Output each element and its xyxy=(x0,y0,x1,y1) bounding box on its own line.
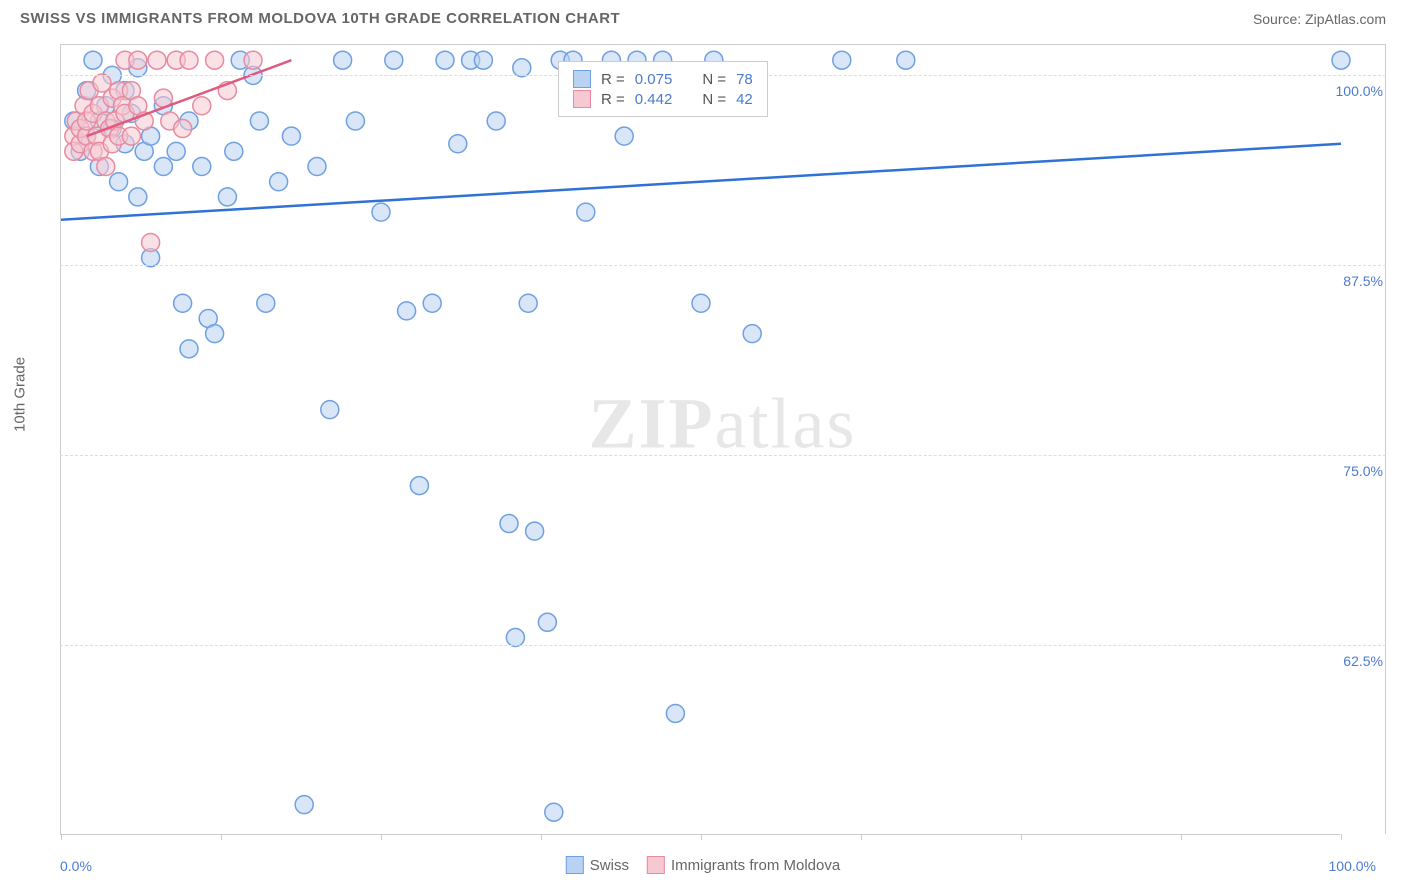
legend-swatch-swiss xyxy=(573,70,591,88)
x-tick xyxy=(1341,834,1342,840)
scatter-point xyxy=(897,51,915,69)
y-tick-label: 62.5% xyxy=(1343,653,1383,669)
y-axis-title: 10th Grade xyxy=(12,357,29,432)
scatter-point xyxy=(129,188,147,206)
chart-container: R = 0.075 N = 78 R = 0.442 N = 42 ZIPatl… xyxy=(60,44,1386,834)
x-tick xyxy=(1021,834,1022,840)
scatter-point xyxy=(513,59,531,77)
source-label: Source: ZipAtlas.com xyxy=(1253,11,1386,27)
x-tick xyxy=(61,834,62,840)
y-tick-label: 87.5% xyxy=(1343,273,1383,289)
scatter-point xyxy=(372,203,390,221)
scatter-point xyxy=(148,51,166,69)
grid-line xyxy=(60,455,1386,456)
scatter-point xyxy=(218,188,236,206)
scatter-point xyxy=(174,120,192,138)
scatter-point xyxy=(398,302,416,320)
x-axis-max-label: 100.0% xyxy=(1329,858,1376,874)
chart-title: SWISS VS IMMIGRANTS FROM MOLDOVA 10TH GR… xyxy=(20,10,620,27)
scatter-point xyxy=(142,234,160,252)
scatter-point xyxy=(193,158,211,176)
y-tick-label: 75.0% xyxy=(1343,463,1383,479)
legend-item-swiss: Swiss xyxy=(566,856,629,874)
scatter-point xyxy=(174,294,192,312)
scatter-point xyxy=(295,796,313,814)
x-tick xyxy=(701,834,702,840)
scatter-point xyxy=(423,294,441,312)
legend-bottom-label-swiss: Swiss xyxy=(590,857,629,874)
scatter-point xyxy=(449,135,467,153)
scatter-point xyxy=(282,127,300,145)
scatter-point xyxy=(385,51,403,69)
scatter-point xyxy=(545,803,563,821)
r-value-swiss: 0.075 xyxy=(635,71,673,88)
scatter-point xyxy=(180,340,198,358)
scatter-point xyxy=(225,142,243,160)
legend-bottom-label-moldova: Immigrants from Moldova xyxy=(671,857,840,874)
n-value-swiss: 78 xyxy=(736,71,753,88)
scatter-point xyxy=(97,158,115,176)
grid-line xyxy=(60,265,1386,266)
x-tick xyxy=(541,834,542,840)
scatter-point xyxy=(167,142,185,160)
scatter-point xyxy=(180,51,198,69)
scatter-point xyxy=(1332,51,1350,69)
n-label: N = xyxy=(702,91,726,108)
plot-svg xyxy=(61,45,1341,835)
n-value-moldova: 42 xyxy=(736,91,753,108)
scatter-point xyxy=(666,704,684,722)
scatter-point xyxy=(526,522,544,540)
scatter-point xyxy=(743,325,761,343)
scatter-point xyxy=(206,51,224,69)
scatter-point xyxy=(308,158,326,176)
legend-bottom-swatch-moldova xyxy=(647,856,665,874)
scatter-point xyxy=(474,51,492,69)
legend-swatch-moldova xyxy=(573,90,591,108)
r-value-moldova: 0.442 xyxy=(635,91,673,108)
scatter-point xyxy=(206,325,224,343)
r-label: R = xyxy=(601,91,625,108)
scatter-point xyxy=(500,515,518,533)
legend-correlation: R = 0.075 N = 78 R = 0.442 N = 42 xyxy=(558,61,768,117)
n-label: N = xyxy=(702,71,726,88)
r-label: R = xyxy=(601,71,625,88)
scatter-point xyxy=(257,294,275,312)
scatter-point xyxy=(692,294,710,312)
x-tick xyxy=(1181,834,1182,840)
plot-area xyxy=(60,45,1340,835)
x-axis-min-label: 0.0% xyxy=(60,858,92,874)
scatter-point xyxy=(577,203,595,221)
legend-bottom-swatch-swiss xyxy=(566,856,584,874)
scatter-point xyxy=(519,294,537,312)
scatter-point xyxy=(129,51,147,69)
scatter-point xyxy=(615,127,633,145)
scatter-point xyxy=(436,51,454,69)
scatter-point xyxy=(84,51,102,69)
legend-row-moldova: R = 0.442 N = 42 xyxy=(573,90,753,108)
grid-line xyxy=(60,645,1386,646)
y-tick-label: 100.0% xyxy=(1336,83,1383,99)
scatter-point xyxy=(193,97,211,115)
trend-line xyxy=(61,144,1341,220)
x-tick xyxy=(221,834,222,840)
legend-bottom: Swiss Immigrants from Moldova xyxy=(566,856,840,874)
scatter-point xyxy=(270,173,288,191)
scatter-point xyxy=(334,51,352,69)
legend-row-swiss: R = 0.075 N = 78 xyxy=(573,70,753,88)
scatter-point xyxy=(538,613,556,631)
scatter-point xyxy=(346,112,364,130)
scatter-point xyxy=(321,401,339,419)
scatter-point xyxy=(250,112,268,130)
scatter-point xyxy=(833,51,851,69)
scatter-point xyxy=(244,51,262,69)
scatter-point xyxy=(410,477,428,495)
x-tick xyxy=(861,834,862,840)
scatter-point xyxy=(487,112,505,130)
scatter-point xyxy=(110,173,128,191)
x-tick xyxy=(381,834,382,840)
scatter-point xyxy=(154,158,172,176)
scatter-point xyxy=(122,127,140,145)
scatter-point xyxy=(506,629,524,647)
legend-item-moldova: Immigrants from Moldova xyxy=(647,856,840,874)
